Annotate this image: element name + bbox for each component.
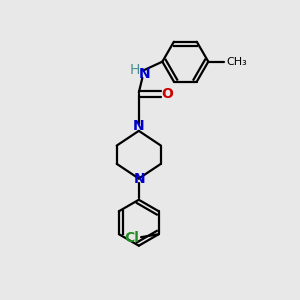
Text: N: N — [134, 172, 145, 186]
Text: N: N — [133, 119, 145, 134]
Text: CH₃: CH₃ — [226, 57, 247, 67]
Text: H: H — [129, 63, 140, 76]
Text: O: O — [161, 87, 173, 101]
Text: Cl: Cl — [125, 231, 140, 245]
Text: N: N — [138, 67, 150, 81]
